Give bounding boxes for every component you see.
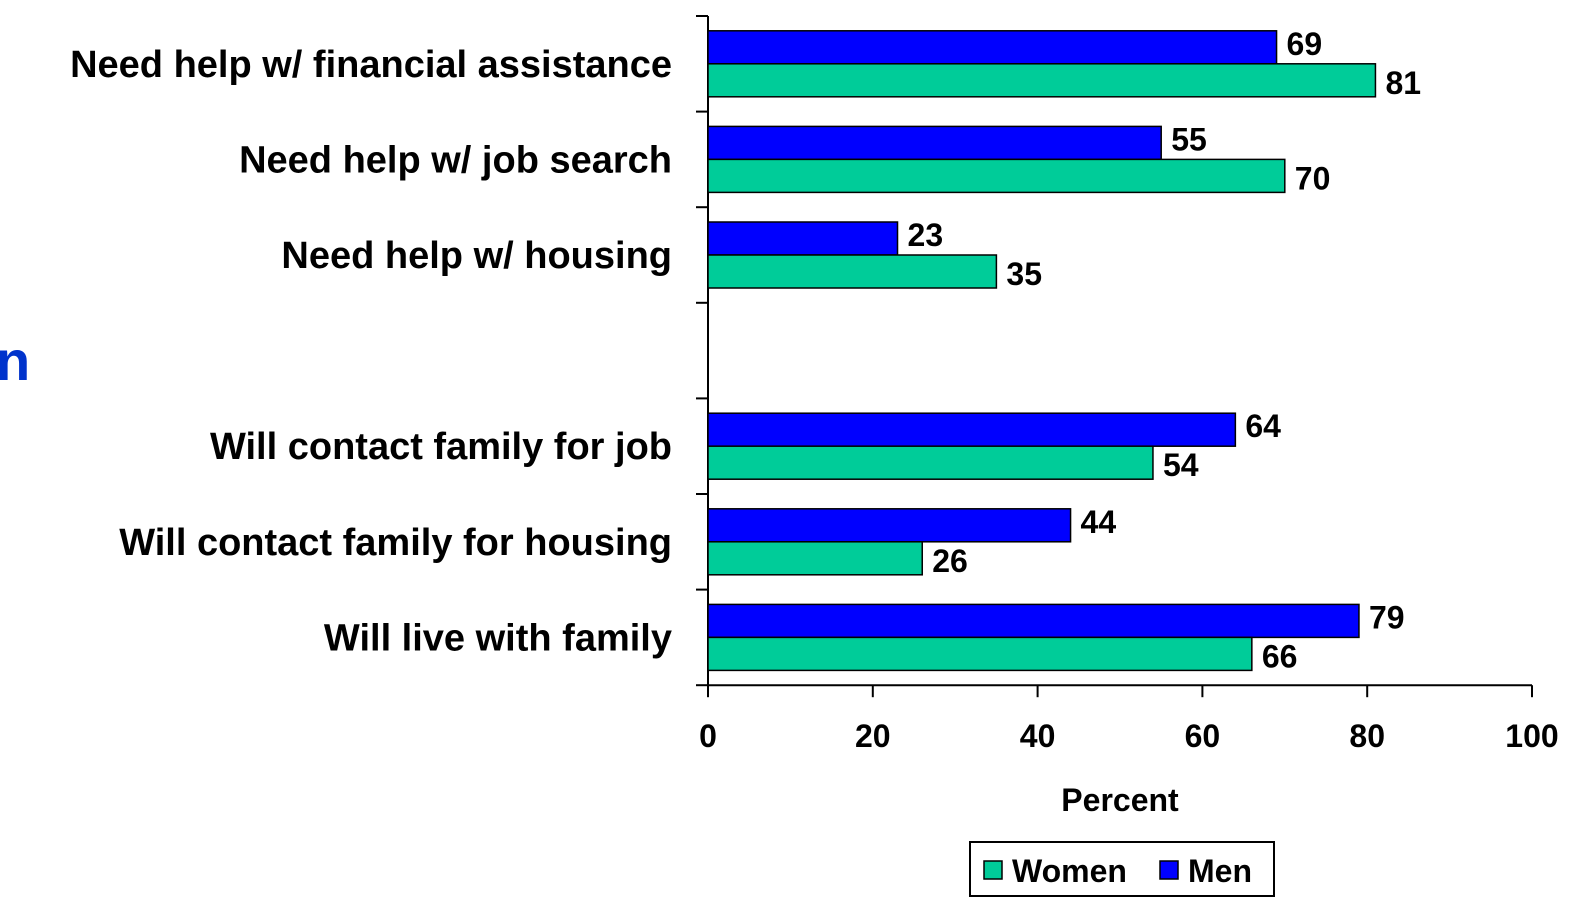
bar-men	[707, 30, 1278, 65]
data-label-women: 70	[1295, 160, 1331, 196]
category-label: Will live with family	[324, 617, 672, 659]
x-axis-title: Percent	[1061, 782, 1179, 818]
data-label-men: 23	[908, 217, 944, 253]
bar-women	[707, 158, 1286, 194]
bar-men	[707, 125, 1162, 161]
bar-women	[707, 63, 1377, 98]
bar-men	[707, 603, 1360, 639]
category-label: Will contact family for job	[210, 426, 672, 468]
axes	[696, 15, 1533, 698]
x-tick-label: 40	[1020, 718, 1056, 754]
bar-women	[707, 541, 923, 576]
legend-swatch-women	[983, 860, 1003, 880]
category-label: Need help w/ housing	[281, 235, 672, 277]
category-label: Need help w/ job search	[239, 139, 672, 181]
data-label-men: 55	[1171, 121, 1207, 157]
bars	[707, 30, 1377, 672]
bar-women	[707, 636, 1253, 672]
legend-entry-women: Women	[1012, 853, 1127, 889]
data-label-men: 79	[1369, 599, 1405, 635]
legend: Women Men	[969, 841, 1275, 897]
data-label-men: 64	[1245, 408, 1281, 444]
x-tick-labels: 0 20 40 60 80 100	[699, 718, 1559, 754]
x-tick-label: 0	[699, 718, 717, 754]
data-label-women: 66	[1262, 638, 1298, 674]
x-tick-label: 100	[1505, 718, 1558, 754]
data-label-women: 54	[1163, 447, 1199, 483]
legend-entry-men: Men	[1188, 853, 1252, 889]
partial-side-text: n	[0, 329, 30, 392]
data-label-women: 81	[1385, 65, 1421, 101]
bar-women	[707, 445, 1154, 480]
value-labels: 69 81 55 70 23 35 64 54 44 26 79 66	[908, 26, 1422, 675]
category-label: Need help w/ financial assistance	[70, 44, 672, 86]
bar-women	[707, 254, 998, 289]
category-label: Will contact family for housing	[119, 522, 672, 564]
x-tick-label: 20	[855, 718, 891, 754]
data-label-women: 26	[932, 543, 968, 579]
data-label-men: 44	[1081, 504, 1117, 540]
bar-men	[707, 508, 1072, 543]
bar-men	[707, 221, 899, 256]
legend-box	[969, 841, 1275, 897]
data-label-men: 69	[1287, 26, 1323, 62]
bar-men	[707, 412, 1237, 447]
data-label-women: 35	[1006, 256, 1042, 292]
category-labels: Need help w/ financial assistance Need he…	[70, 44, 672, 660]
legend-swatch-men	[1159, 860, 1179, 880]
x-tick-label: 60	[1185, 718, 1221, 754]
x-tick-label: 80	[1349, 718, 1385, 754]
